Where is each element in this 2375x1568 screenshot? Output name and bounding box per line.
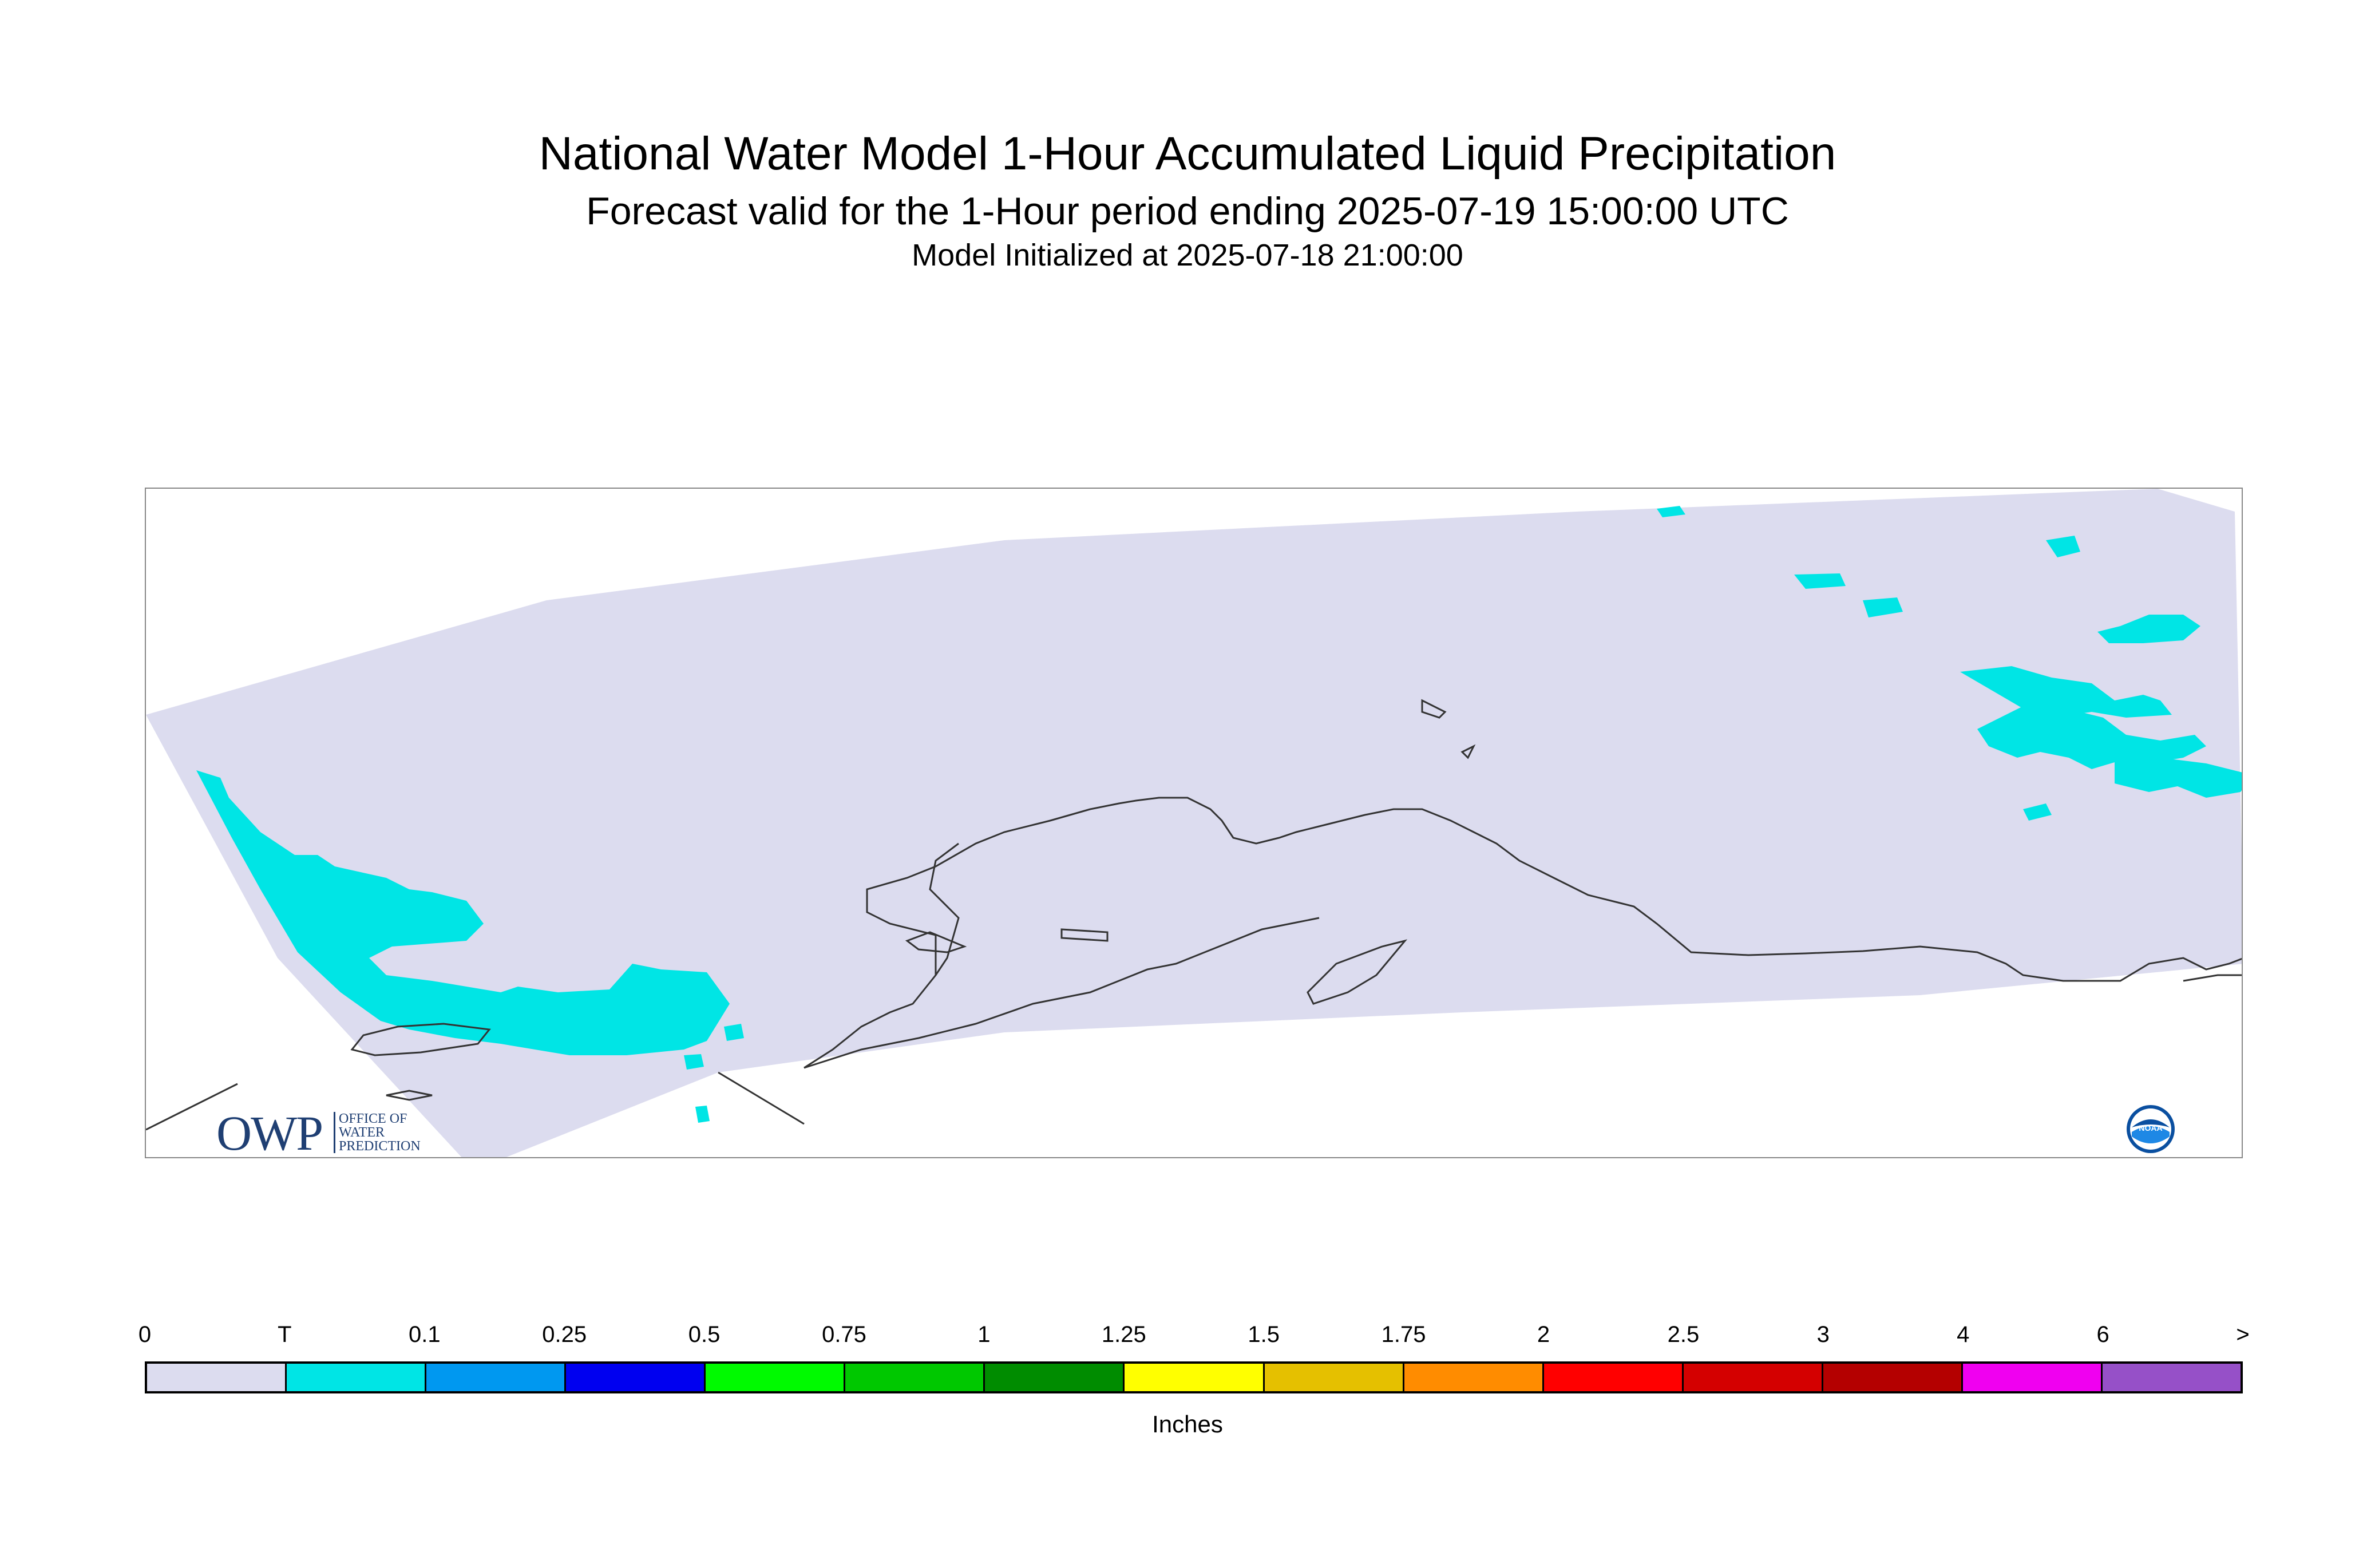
coastlines bbox=[146, 699, 2242, 1131]
coastline-west-1 bbox=[146, 1083, 238, 1131]
colorbar-swatch-11 bbox=[1683, 1364, 1823, 1391]
colorbar-swatch-0 bbox=[147, 1364, 287, 1391]
colorbar-tick-label: > bbox=[2236, 1322, 2250, 1347]
owp-logo-text-line-2: WATER bbox=[339, 1125, 385, 1140]
precip-area-south-1 bbox=[684, 1054, 704, 1070]
model-init-line: Model Initialized at 2025-07-18 21:00:00 bbox=[912, 238, 1463, 272]
coastline-southwest bbox=[718, 1071, 805, 1125]
coastline-bristol-bay bbox=[929, 842, 960, 976]
coastline-east-end bbox=[2183, 974, 2242, 982]
coastline-island-3 bbox=[1460, 744, 1476, 759]
precipitation-map bbox=[145, 488, 2243, 1158]
precipitation-areas bbox=[196, 506, 2242, 1123]
noaa-logo-text: NOAA bbox=[2139, 1123, 2162, 1133]
colorbar-swatch-6 bbox=[985, 1364, 1125, 1391]
owp-logo-text-line-1: OFFICE OF bbox=[339, 1111, 407, 1126]
precip-area-north-1 bbox=[1657, 506, 1685, 517]
colorbar-tick-label: 1.75 bbox=[1381, 1322, 1426, 1347]
colorbar-swatch-14 bbox=[2102, 1364, 2241, 1391]
colorbar-tick-label: 1.25 bbox=[1101, 1322, 1146, 1347]
coastline-island-2 bbox=[1421, 699, 1447, 719]
colorbar bbox=[145, 1361, 2243, 1393]
colorbar-swatch-1 bbox=[287, 1364, 427, 1391]
colorbar-swatch-4 bbox=[706, 1364, 846, 1391]
coastline-kodiak-island bbox=[1307, 939, 1408, 1005]
colorbar-tick-label: T bbox=[278, 1322, 292, 1347]
colorbar-tick-label: 0.75 bbox=[822, 1322, 866, 1347]
model-domain-area bbox=[146, 489, 2242, 1157]
owp-logo-mark: OWP bbox=[216, 1106, 323, 1161]
map-canvas bbox=[146, 489, 2242, 1157]
forecast-valid-line: Forecast valid for the 1-Hour period end… bbox=[586, 189, 1789, 233]
coastline-lake-iliamna bbox=[905, 931, 967, 953]
colorbar-swatch-8 bbox=[1264, 1364, 1404, 1391]
precip-area-east-2 bbox=[1977, 706, 2206, 769]
colorbar-tick-label: 0.25 bbox=[542, 1322, 587, 1347]
precip-area-east-3 bbox=[2115, 758, 2242, 798]
coastline-island-1 bbox=[1060, 928, 1109, 942]
precip-area-north-5 bbox=[1960, 666, 2172, 718]
colorbar-swatch-9 bbox=[1404, 1364, 1544, 1391]
colorbar-swatch-2 bbox=[426, 1364, 567, 1391]
colorbar-tick-label: 2 bbox=[1537, 1322, 1550, 1347]
colorbar-tick-label: 0.1 bbox=[408, 1322, 441, 1347]
colorbar-tick-label: 1.5 bbox=[1248, 1322, 1280, 1347]
owp-logo: OWP OFFICE OF WATER PREDICTION bbox=[216, 1107, 445, 1165]
coastline-nunivak bbox=[350, 1023, 491, 1056]
colorbar-swatch-10 bbox=[1543, 1364, 1684, 1391]
colorbar-tick-label: 6 bbox=[2096, 1322, 2109, 1347]
precip-area-west bbox=[196, 770, 730, 1055]
coastline-mainland bbox=[803, 797, 2242, 1069]
colorbar-tick-label: 4 bbox=[1957, 1322, 1970, 1347]
precip-area-east-4 bbox=[2023, 803, 2052, 821]
colorbar-units-label: Inches bbox=[1152, 1411, 1223, 1438]
precip-area-south-3 bbox=[695, 1106, 710, 1123]
precip-area-north-2 bbox=[1794, 573, 1846, 589]
precip-area-north-3 bbox=[1863, 597, 1903, 617]
map-title: National Water Model 1-Hour Accumulated … bbox=[539, 128, 1836, 180]
colorbar-swatch-13 bbox=[1962, 1364, 2103, 1391]
colorbar-tick-label: 0.5 bbox=[688, 1322, 721, 1347]
precip-area-east-1 bbox=[2097, 615, 2200, 643]
precip-area-south-2 bbox=[724, 1024, 744, 1041]
owp-logo-text-line-3: PREDICTION bbox=[339, 1139, 421, 1154]
colorbar-tick-label: 0 bbox=[138, 1322, 152, 1347]
colorbar-tick-label: 1 bbox=[977, 1322, 991, 1347]
colorbar-swatch-7 bbox=[1125, 1364, 1265, 1391]
coastline-alaska-peninsula bbox=[803, 917, 1320, 1069]
colorbar-swatch-5 bbox=[845, 1364, 985, 1391]
colorbar-swatch-12 bbox=[1823, 1364, 1963, 1391]
colorbar-swatch-3 bbox=[566, 1364, 706, 1391]
noaa-logo: NOAA bbox=[2127, 1105, 2175, 1153]
colorbar-tick-label: 3 bbox=[1816, 1322, 1830, 1347]
precip-area-north-4 bbox=[2046, 536, 2080, 557]
coastline-west-2 bbox=[386, 1090, 433, 1101]
owp-logo-text: OFFICE OF WATER PREDICTION bbox=[334, 1112, 442, 1153]
colorbar-tick-label: 2.5 bbox=[1667, 1322, 1700, 1347]
